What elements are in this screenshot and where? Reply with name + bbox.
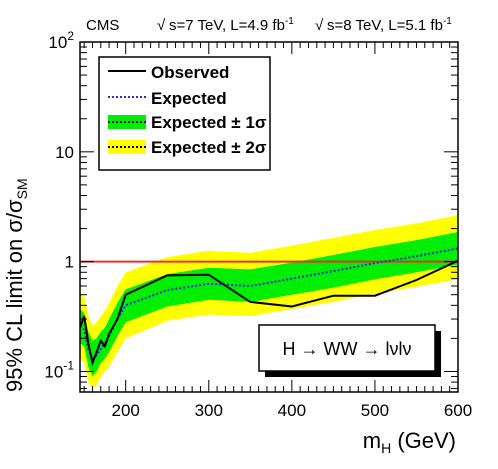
band-1sigma (80, 232, 458, 377)
y-tick-label-base: 10 (55, 143, 74, 162)
y-tick-label: 102 (48, 29, 74, 52)
y-tick-label-base: 10 (44, 362, 63, 381)
x-tick-label: 400 (278, 401, 306, 420)
legend-swatch-2sigma (108, 140, 146, 154)
run1-sup: -1 (285, 16, 294, 27)
x-tick-label: 200 (112, 401, 140, 420)
legend-swatch-1sigma (108, 115, 146, 129)
legend-label-2sigma: Expected ± 2σ (151, 138, 267, 157)
axis-ticks (80, 41, 459, 392)
x-tick-labels: 200 300 400 500 600 (112, 401, 473, 420)
legend-label-1sigma: Expected ± 1σ (151, 113, 267, 132)
y-axis-title-main: 95% CL limit on σ/σ (2, 199, 27, 392)
sqrt-symbol-icon: √ (157, 17, 166, 34)
legend-label-observed: Observed (151, 63, 229, 82)
x-axis-title-rest: (GeV) (391, 428, 456, 453)
run1-label: √ s=7 TeV, L=4.9 fb-1 (157, 16, 294, 34)
lines-layer (80, 247, 458, 367)
legend-label-expected: Expected (151, 89, 227, 108)
bands-layer (80, 215, 458, 389)
experiment-label: CMS (86, 17, 119, 34)
plot-frame (79, 41, 459, 393)
y-tick-label-exp: -1 (63, 358, 74, 372)
x-tick-label: 600 (444, 401, 472, 420)
x-tick-label: 500 (361, 401, 389, 420)
run1-energy: s=7 TeV, L=4.9 fb (169, 17, 285, 34)
channel-annotation: H → WW → lνlν (258, 324, 441, 377)
y-tick-label-exp: 2 (67, 29, 74, 43)
x-axis-title: mH (GeV) (363, 428, 456, 456)
sqrt-symbol-icon: √ (315, 17, 324, 34)
run2-energy: s=8 TeV, L=5.1 fb (327, 17, 443, 34)
y-tick-label: 10 (55, 143, 74, 162)
x-tick-label: 300 (195, 401, 223, 420)
y-axis-title-sub: SM (14, 178, 30, 199)
y-tick-label: 10-1 (44, 358, 74, 381)
annotation-text: H → WW → lνlν (283, 339, 412, 359)
annotation-box (258, 324, 436, 372)
svg-text:s=7 TeV, L=4.9 fb-1: s=7 TeV, L=4.9 fb-1 (169, 16, 294, 34)
y-axis-title: 95% CL limit on σ/σSM (2, 178, 30, 392)
x-axis-title-main: m (363, 428, 381, 453)
y-tick-label-base: 1 (65, 253, 74, 272)
y-tick-label-base: 10 (48, 33, 67, 52)
run2-label: √ s=8 TeV, L=5.1 fb-1 (315, 16, 452, 34)
x-axis-title-sub: H (381, 440, 391, 456)
series-observed-line (80, 259, 458, 367)
svg-text:s=8 TeV, L=5.1 fb-1: s=8 TeV, L=5.1 fb-1 (327, 16, 452, 34)
y-tick-label: 1 (65, 253, 74, 272)
legend: Observed Expected Expected ± 1σ Expected… (98, 56, 271, 171)
run2-sup: -1 (443, 16, 452, 27)
